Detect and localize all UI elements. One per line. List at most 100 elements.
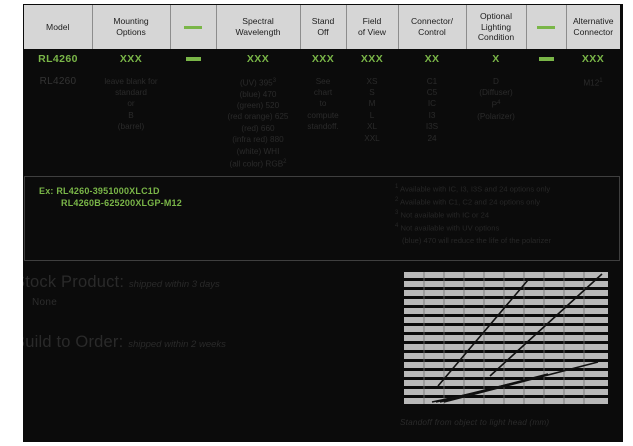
options-separator-1 [170, 69, 216, 181]
stock-product-note: shipped within 3 days [128, 279, 220, 290]
header-line: Spectral [242, 16, 274, 27]
column-header-field-of-view: Field of View [345, 5, 399, 49]
options-wavelength: (UV) 3953 (blue) 470 (green) 520 (red or… [216, 69, 300, 181]
code-pattern-row: RL4260 XXX XXX XXX XXX XX X XXX [24, 48, 620, 70]
footnote-text: Not available with UV options [400, 223, 500, 233]
build-to-order-note: shipped within 2 weeks [128, 339, 226, 350]
code-lighting: X [466, 48, 526, 70]
footnote-item: 3 Not available with IC or 24 [395, 208, 607, 221]
option-value: (green) 520 [236, 101, 280, 111]
column-header-separator-2 [525, 5, 567, 49]
code-wavelength: XXX [216, 48, 300, 70]
footnote-marker: 2 [395, 197, 399, 204]
dash-separator-icon [185, 56, 201, 61]
option-value: IC [427, 99, 437, 109]
configurator-table: Model Mounting Options Spectral Waveleng… [24, 5, 620, 181]
option-value: (red) 660 [241, 123, 275, 133]
option-value: S [369, 87, 375, 97]
option-value: 24 [427, 133, 437, 143]
footnote-marker: 3 [272, 77, 277, 84]
option-value: B [128, 110, 134, 120]
header-line: Off [317, 26, 329, 37]
option-value: C1 [426, 76, 438, 86]
chart-x-axis-label: Standoff from object to light head (mm) [400, 418, 550, 427]
option-value: (red orange) 625 [227, 112, 289, 122]
code-standoff: XXX [300, 48, 346, 70]
chart-horizontal-bands [404, 272, 608, 404]
stock-product-label: Stock Product: [14, 273, 125, 291]
code-mounting: XXX [92, 48, 170, 70]
option-value: M121 [583, 77, 603, 88]
dash-separator-icon [538, 56, 554, 61]
header-line: Stand [311, 16, 335, 27]
stock-product-line: Stock Product: shipped within 3 days [14, 272, 374, 295]
footnote-item: 4 Not available with UV options [395, 221, 607, 234]
option-value: to [319, 99, 327, 109]
option-value: (white) WHI [236, 146, 280, 156]
option-value: P4 [491, 100, 501, 111]
dash-separator-icon [537, 25, 555, 29]
header-line: Alternative [572, 16, 614, 27]
option-value: See [315, 76, 331, 86]
example-part-numbers: Ex: RL4260-3951000XLC1D RL4260B-625200XL… [39, 185, 182, 209]
option-value: XL [366, 122, 377, 132]
option-value: chart [313, 87, 333, 97]
chart-series-lines [431, 273, 603, 403]
option-value: (infra red) 880 [232, 135, 284, 145]
footnote-text: Not available with IC or 24 [400, 210, 490, 220]
column-header-separator-1 [169, 5, 217, 49]
footnote-marker: 1 [599, 77, 603, 84]
column-header-spectral-wavelength: Spectral Wavelength [215, 5, 301, 49]
option-value: (Polarizer) [477, 112, 515, 122]
footnote-marker: 3 [395, 210, 399, 217]
code-alt-connector: XXX [566, 48, 620, 70]
option-value: C5 [426, 87, 438, 97]
footnote-marker: 4 [395, 223, 399, 230]
column-header-mounting-options: Mounting Options [91, 5, 171, 49]
build-to-order-label: Build to Order: [14, 333, 124, 351]
footnote-marker: 4 [497, 100, 501, 107]
stock-product-value: None [32, 297, 58, 308]
header-line: Wavelength [235, 26, 281, 37]
options-mounting: leave blank for standard or B (barrel) [92, 69, 170, 181]
header-line: Control [418, 26, 446, 37]
option-value: compute [307, 110, 339, 120]
option-value: XS [366, 76, 378, 86]
options-alt-connector: M121 [566, 69, 620, 181]
example-line-1: Ex: RL4260-3951000XLC1D [39, 185, 182, 197]
option-value: I3 [428, 110, 436, 120]
option-value: D [493, 76, 499, 86]
footnote-text: Available with IC, I3, I3S and 24 option… [400, 184, 551, 194]
code-model: RL4260 [24, 48, 92, 70]
page-margin-right [623, 0, 633, 446]
option-value: (Diffuser) [479, 87, 513, 97]
example-and-footnotes-band: Ex: RL4260-3951000XLC1D RL4260B-625200XL… [24, 176, 620, 261]
build-to-order-line: Build to Order: shipped within 2 weeks [14, 332, 374, 355]
header-line: Connector [573, 26, 614, 37]
footnote-item: 2 Available with C1, C2 and 24 options o… [395, 195, 607, 208]
options-lighting: D (Diffuser) P4 (Polarizer) [466, 69, 526, 181]
code-separator-2 [526, 48, 566, 70]
header-line: Field [362, 16, 382, 27]
header-line: Mounting [113, 16, 149, 27]
options-standoff: See chart to compute standoff. [300, 69, 346, 181]
header-line: Options [116, 26, 146, 37]
options-model: RL4260 [24, 69, 92, 181]
header-line: Connector/ [410, 16, 454, 27]
header-line: Lighting [480, 21, 512, 32]
options-row: RL4260 leave blank for standard or B (ba… [24, 69, 620, 181]
option-value: L [369, 110, 375, 120]
header-line: Optional [479, 11, 512, 21]
column-header-model: Model [24, 5, 93, 49]
options-fov: XS S M L XL XXL [346, 69, 398, 181]
example-value-2: RL4260B-625200XLGP-M12 [61, 198, 182, 208]
column-header-optional-lighting-condition: Optional Lighting Condition [465, 5, 527, 49]
column-header-stand-off: Stand Off [299, 5, 347, 49]
option-value: leave blank for [104, 76, 158, 86]
dash-separator-icon [184, 25, 202, 29]
example-value-1: RL4260-3951000XLC1D [56, 186, 160, 196]
chart-svg [398, 266, 614, 412]
page-margin-bottom [0, 442, 633, 446]
footnote-text: Available with C1, C2 and 24 options onl… [400, 197, 541, 207]
